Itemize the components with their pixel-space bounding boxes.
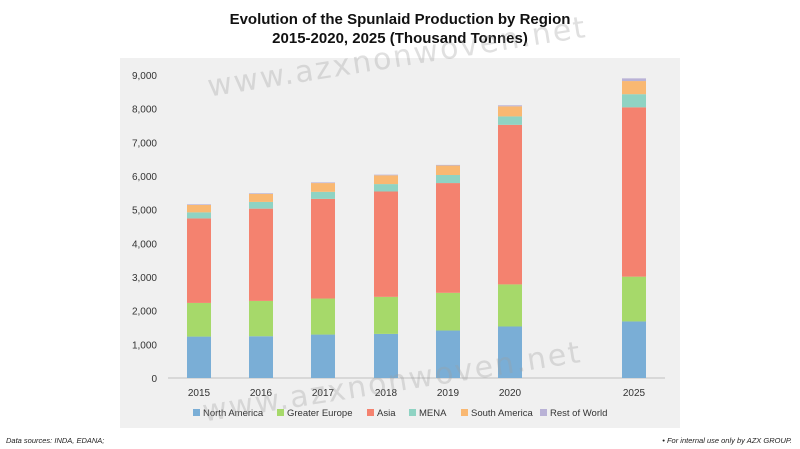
bar-rest-of-world-2025 bbox=[622, 78, 646, 82]
x-tick-label: 2017 bbox=[312, 388, 335, 399]
internal-use-note: • For internal use only by AZX GROUP. bbox=[662, 436, 792, 445]
title-line-1: Evolution of the Spunlaid Production by … bbox=[229, 11, 571, 28]
bar-rest-of-world-2018 bbox=[374, 174, 398, 176]
bar-rest-of-world-2015 bbox=[187, 204, 211, 205]
y-tick-label: 6,000 bbox=[132, 172, 157, 183]
x-tick-label: 2016 bbox=[250, 388, 273, 399]
bar-rest-of-world-2017 bbox=[311, 182, 335, 184]
y-tick-label: 1,000 bbox=[132, 340, 157, 351]
bar-asia-2020 bbox=[498, 124, 522, 285]
bar-mena-2018 bbox=[374, 184, 398, 192]
bar-greater-europe-2019 bbox=[436, 292, 460, 331]
legend-label: Asia bbox=[377, 408, 396, 419]
y-tick-label: 2,000 bbox=[132, 307, 157, 318]
legend-label: Greater Europe bbox=[287, 408, 352, 419]
bar-greater-europe-2017 bbox=[311, 298, 335, 335]
bar-asia-2025 bbox=[622, 107, 646, 277]
bar-mena-2025 bbox=[622, 94, 646, 108]
bar-rest-of-world-2016 bbox=[249, 193, 273, 194]
bar-greater-europe-2020 bbox=[498, 284, 522, 327]
chart-title: Evolution of the Spunlaid Production by … bbox=[0, 10, 800, 48]
title-line-2: 2015-2020, 2025 (Thousand Tonnes) bbox=[272, 30, 528, 47]
bar-south-america-2017 bbox=[311, 183, 335, 192]
bar-north-america-2019 bbox=[436, 330, 460, 378]
legend-swatch bbox=[409, 409, 416, 416]
bar-north-america-2018 bbox=[374, 333, 398, 378]
bar-north-america-2020 bbox=[498, 326, 522, 378]
bar-greater-europe-2016 bbox=[249, 300, 273, 337]
x-tick-label: 2020 bbox=[499, 388, 522, 399]
bar-south-america-2025 bbox=[622, 81, 646, 95]
y-tick-label: 8,000 bbox=[132, 105, 157, 116]
legend-label: North America bbox=[203, 408, 264, 419]
x-tick-label: 2018 bbox=[375, 388, 398, 399]
bar-south-america-2020 bbox=[498, 106, 522, 117]
x-tick-label: 2019 bbox=[437, 388, 460, 399]
legend-label: Rest of World bbox=[550, 408, 607, 419]
bar-north-america-2017 bbox=[311, 334, 335, 378]
y-tick-label: 5,000 bbox=[132, 206, 157, 217]
legend-swatch bbox=[367, 409, 374, 416]
legend-swatch bbox=[193, 409, 200, 416]
y-tick-label: 4,000 bbox=[132, 239, 157, 250]
bar-asia-2015 bbox=[187, 218, 211, 303]
bar-greater-europe-2015 bbox=[187, 302, 211, 337]
bar-north-america-2016 bbox=[249, 336, 273, 378]
legend-label: MENA bbox=[419, 408, 447, 419]
bar-asia-2018 bbox=[374, 191, 398, 297]
x-tick-label: 2015 bbox=[188, 388, 211, 399]
bar-south-america-2018 bbox=[374, 175, 398, 185]
bar-asia-2016 bbox=[249, 208, 273, 301]
legend-swatch bbox=[461, 409, 468, 416]
bar-north-america-2025 bbox=[622, 321, 646, 378]
bar-rest-of-world-2020 bbox=[498, 105, 522, 107]
bar-mena-2015 bbox=[187, 212, 211, 219]
bar-south-america-2019 bbox=[436, 165, 460, 175]
bar-mena-2020 bbox=[498, 116, 522, 125]
bar-south-america-2015 bbox=[187, 204, 211, 213]
plot-area bbox=[120, 58, 680, 428]
x-tick-label: 2025 bbox=[623, 388, 646, 399]
y-tick-label: 7,000 bbox=[132, 138, 157, 149]
bar-greater-europe-2018 bbox=[374, 296, 398, 334]
bar-greater-europe-2025 bbox=[622, 276, 646, 322]
bar-asia-2017 bbox=[311, 198, 335, 299]
legend-swatch bbox=[277, 409, 284, 416]
bar-asia-2019 bbox=[436, 183, 460, 293]
legend-swatch bbox=[540, 409, 547, 416]
bar-north-america-2015 bbox=[187, 336, 211, 378]
bar-rest-of-world-2019 bbox=[436, 164, 460, 166]
y-tick-label: 9,000 bbox=[132, 71, 157, 82]
y-tick-label: 0 bbox=[151, 374, 157, 385]
legend-label: South America bbox=[471, 408, 533, 419]
y-tick-label: 3,000 bbox=[132, 273, 157, 284]
bar-mena-2019 bbox=[436, 174, 460, 184]
bar-mena-2017 bbox=[311, 191, 335, 199]
bar-south-america-2016 bbox=[249, 193, 273, 202]
bar-mena-2016 bbox=[249, 201, 273, 209]
data-sources-note: Data sources: INDA, EDANA; bbox=[6, 436, 105, 445]
